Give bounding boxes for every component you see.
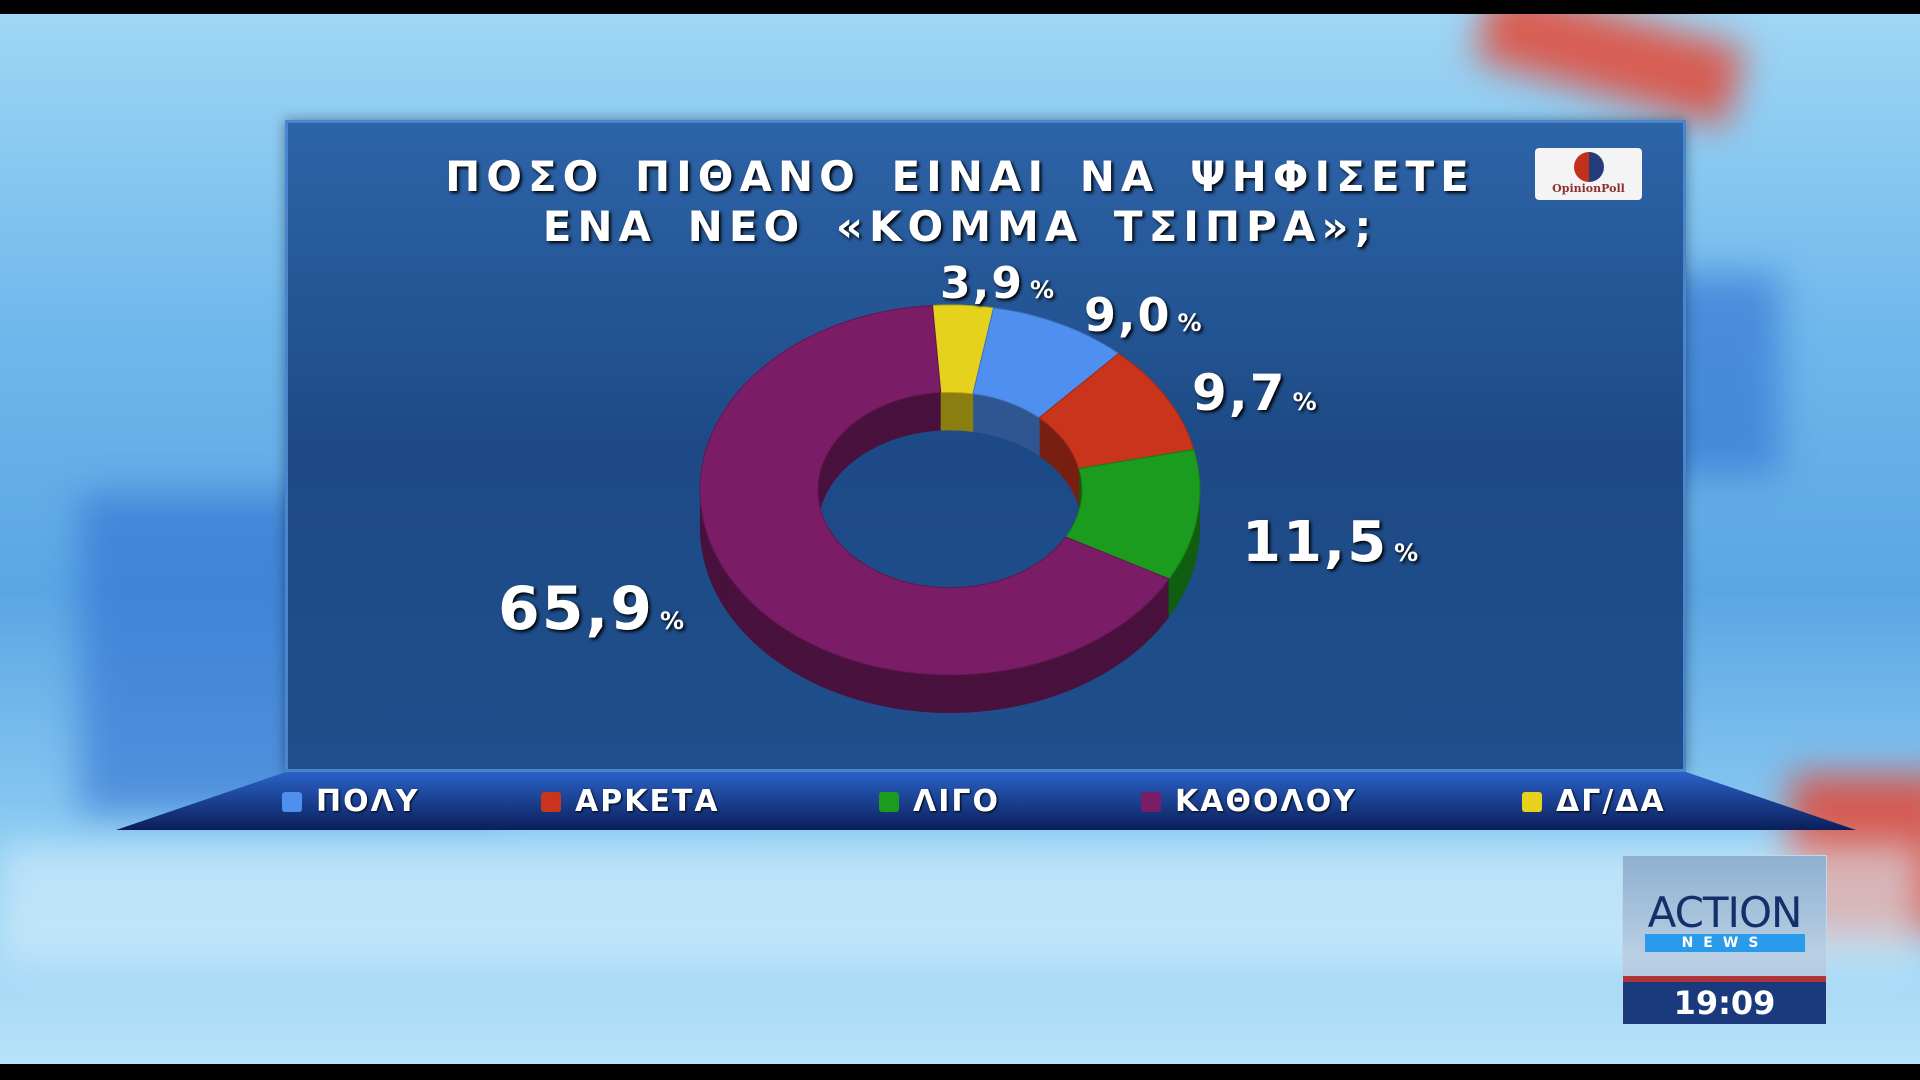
data-label-ligo: 11,5% [1242, 510, 1421, 575]
slice-ΚΑΘΟΛΟΥ [699, 304, 1170, 676]
chart-title: ΠΟΣΟ ΠΙΘΑΝΟ ΕΙΝΑΙ ΝΑ ΨΗΦΙΣΕΤΕ ΕΝΑ ΝΕΟ «Κ… [0, 152, 1920, 252]
legend-swatch [1522, 791, 1542, 812]
data-label-poly: 9,0% [1084, 288, 1204, 342]
legend: ΠΟΛΥ ΑΡΚΕΤΑ ΛΙΓΟ ΚΑΘΟΛΟΥ ΔΓ/ΔΑ [116, 772, 1856, 834]
data-label-dgda: 3,9% [940, 258, 1056, 309]
clock-time: 19:09 [1623, 982, 1826, 1024]
legend-swatch [879, 791, 899, 812]
title-line-2: ΕΝΑ ΝΕΟ «ΚΟΜΜΑ ΤΣΙΠΡΑ»; [542, 202, 1378, 251]
legend-swatch [282, 791, 302, 812]
legend-item-dgda: ΔΓ/ΔΑ [1522, 784, 1666, 819]
legend-item-poly: ΠΟΛΥ [282, 784, 420, 819]
action-news-logo: ACTION NEWS 19:09 [1622, 855, 1827, 1024]
legend-item-ligo: ΛΙΓΟ [879, 784, 1000, 819]
data-label-arketa: 9,7% [1192, 364, 1319, 422]
data-label-katholou: 65,9% [498, 574, 687, 644]
legend-swatch [541, 791, 561, 812]
legend-item-arketa: ΑΡΚΕΤΑ [541, 784, 720, 819]
opinionpoll-logo: OpinionPoll [1535, 148, 1642, 200]
title-line-1: ΠΟΣΟ ΠΙΘΑΝΟ ΕΙΝΑΙ ΝΑ ΨΗΦΙΣΕΤΕ [445, 152, 1475, 201]
legend-item-katholou: ΚΑΘΟΛΟΥ [1141, 784, 1357, 819]
legend-swatch [1141, 791, 1161, 812]
